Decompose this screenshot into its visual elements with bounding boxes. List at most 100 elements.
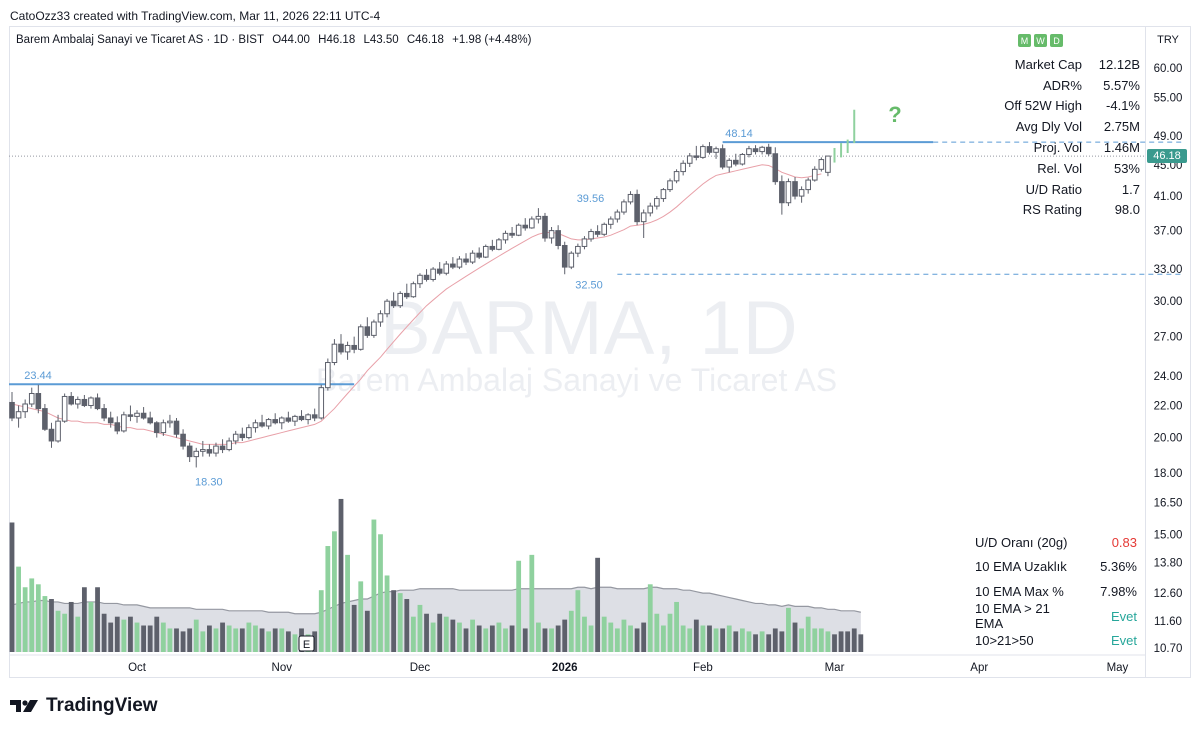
candle xyxy=(423,274,430,280)
volume-bar xyxy=(476,625,482,652)
ohlc-close: C46.18 xyxy=(406,34,444,46)
candle xyxy=(614,211,621,220)
candle xyxy=(101,408,107,419)
volume-bar xyxy=(654,613,660,652)
candle xyxy=(601,223,608,235)
candle xyxy=(88,397,94,407)
candle xyxy=(278,417,285,424)
volume-bar xyxy=(49,599,54,652)
candle xyxy=(364,326,371,336)
volume-bar xyxy=(193,619,199,652)
y-tick-label: 12.60 xyxy=(1154,588,1183,600)
candle xyxy=(463,258,469,263)
volume-bar xyxy=(325,546,331,652)
volume-bar xyxy=(62,613,68,652)
candle xyxy=(48,428,55,442)
currency-label[interactable]: TRY xyxy=(1157,34,1179,46)
volume-bar xyxy=(509,625,515,652)
level-label: 23.44 xyxy=(24,370,52,382)
candle xyxy=(700,146,706,158)
ema-line xyxy=(11,164,822,445)
candle xyxy=(496,239,502,250)
stat-row: Off 52W High -4.1% xyxy=(1000,96,1140,117)
volume-bar xyxy=(128,616,133,652)
candle xyxy=(134,412,140,417)
ohlc-change: +1.98 (+4.48%) xyxy=(452,34,532,46)
candle xyxy=(193,450,200,458)
volume-bar xyxy=(562,619,568,652)
symbol-legend[interactable]: Barem Ambalaj Sanayi ve Ticaret AS · 1D … xyxy=(16,34,536,46)
tradingview-logo[interactable]: TradingView xyxy=(10,695,158,717)
x-tick-label: Feb xyxy=(693,662,713,674)
candle xyxy=(752,148,759,153)
price-scale[interactable] xyxy=(1145,26,1191,678)
volume-bar xyxy=(410,616,416,652)
y-tick-label: 49.00 xyxy=(1154,131,1183,143)
candle xyxy=(489,245,496,250)
candle xyxy=(476,252,482,258)
y-tick-label: 30.00 xyxy=(1154,296,1183,308)
ema-stat-label: 10 EMA Uzaklık xyxy=(975,559,1067,575)
badge-m: M xyxy=(1018,34,1031,47)
candle xyxy=(588,231,594,240)
candle xyxy=(55,420,61,442)
candle xyxy=(607,218,614,225)
volume-bar xyxy=(81,587,87,652)
candle xyxy=(259,422,265,427)
candle xyxy=(825,155,831,173)
volume-bar xyxy=(542,628,548,652)
volume-bar xyxy=(680,625,686,652)
watermark-company: Barem Ambalaj Sanayi ve Ticaret AS xyxy=(316,362,838,398)
volume-bar xyxy=(345,554,350,652)
volume-bar xyxy=(792,622,798,652)
volume-bar xyxy=(16,566,21,652)
volume-bar xyxy=(200,631,206,652)
candle xyxy=(272,419,278,424)
volume-bar xyxy=(88,601,94,652)
candle xyxy=(167,420,173,424)
volume-bar xyxy=(726,625,732,652)
x-tick-label: Apr xyxy=(970,662,988,674)
volume-bar xyxy=(838,631,844,652)
candle xyxy=(219,445,226,451)
candle xyxy=(397,292,404,307)
volume-bar xyxy=(457,622,462,652)
ema-stat-value: Evet xyxy=(1110,633,1137,649)
volume-bar xyxy=(582,616,587,652)
volume-bar xyxy=(555,625,561,652)
x-tick-label: Oct xyxy=(128,662,147,674)
volume-bar xyxy=(187,628,193,652)
volume-bar xyxy=(207,625,212,652)
volume-bar xyxy=(529,554,535,652)
candle xyxy=(68,395,75,405)
volume-bar xyxy=(805,616,811,652)
candle xyxy=(390,300,397,307)
stat-label: RS Rating xyxy=(1022,202,1082,218)
candle xyxy=(450,263,456,268)
candle xyxy=(265,419,272,427)
candle xyxy=(785,181,792,204)
candle xyxy=(673,171,680,182)
badge-d: D xyxy=(1050,34,1063,47)
x-tick-label: May xyxy=(1107,662,1129,674)
candle xyxy=(575,245,581,254)
volume-bar xyxy=(371,519,377,652)
volume-bar xyxy=(628,625,633,652)
candle xyxy=(81,398,88,407)
candle xyxy=(693,155,700,158)
volume-bar xyxy=(759,631,765,652)
volume-bar xyxy=(180,631,186,652)
volume-bar xyxy=(338,498,344,652)
stat-label: ADR% xyxy=(1042,77,1082,93)
volume-bar xyxy=(608,622,614,652)
author-line: CatoOzz33 created with TradingView.com, … xyxy=(10,9,381,23)
candle xyxy=(686,155,693,164)
stat-value: 53% xyxy=(1113,160,1140,176)
candle xyxy=(779,181,785,204)
volume-bar xyxy=(378,534,383,652)
tradingview-logo-text: TradingView xyxy=(46,695,158,716)
volume-bar xyxy=(384,575,390,652)
ema-stat-label: 10 EMA Max % xyxy=(975,583,1064,599)
volume-bar xyxy=(766,634,772,652)
